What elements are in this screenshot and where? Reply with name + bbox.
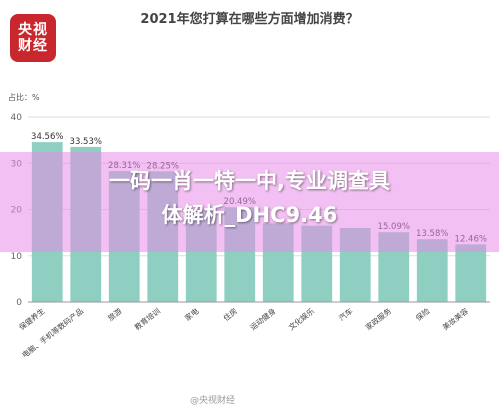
y-tick-label: 0 bbox=[16, 298, 22, 308]
overlay-text-line-2: 体解析_DHC9.46 bbox=[161, 203, 338, 227]
y-tick-label: 10 bbox=[11, 252, 23, 262]
x-tick-label: 汽车 bbox=[337, 305, 355, 322]
x-tick-label: 住房 bbox=[221, 306, 239, 323]
y-axis-unit: 占比：% bbox=[8, 93, 40, 102]
logo-line-2: 财经 bbox=[18, 38, 48, 54]
x-tick-label: 旅游 bbox=[106, 305, 124, 322]
overlay-text-line-1: 一码一肖一特一中,专业调查具 bbox=[109, 169, 390, 193]
x-tick-label: 家电 bbox=[183, 305, 201, 322]
overlay-banner bbox=[0, 152, 499, 252]
x-tick-label: 保健养生 bbox=[17, 305, 47, 332]
x-tick-label: 电脑、手机等数码产品 bbox=[20, 306, 85, 360]
x-tick-label: 文化娱乐 bbox=[286, 305, 316, 332]
x-tick-label: 美妆美容 bbox=[440, 305, 470, 332]
bar bbox=[455, 244, 487, 302]
x-tick-label: 保险 bbox=[414, 305, 432, 322]
x-tick-label: 教育培训 bbox=[132, 306, 162, 332]
logo-line-1: 央视 bbox=[18, 22, 48, 38]
data-label: 33.53% bbox=[70, 137, 102, 147]
x-tick-label: 家政服务 bbox=[363, 305, 393, 332]
cctv-finance-logo: 央视 财经 bbox=[10, 14, 56, 62]
x-tick-label: 运动健身 bbox=[248, 305, 278, 332]
watermark: @央视财经 bbox=[190, 396, 236, 406]
chart-title: 2021年您打算在哪些方面增加消费？ bbox=[140, 12, 359, 27]
y-tick-label: 40 bbox=[11, 113, 23, 123]
data-label: 34.56% bbox=[31, 132, 63, 142]
overlay-text: 一码一肖一特一中,专业调查具 体解析_DHC9.46 bbox=[0, 164, 499, 232]
